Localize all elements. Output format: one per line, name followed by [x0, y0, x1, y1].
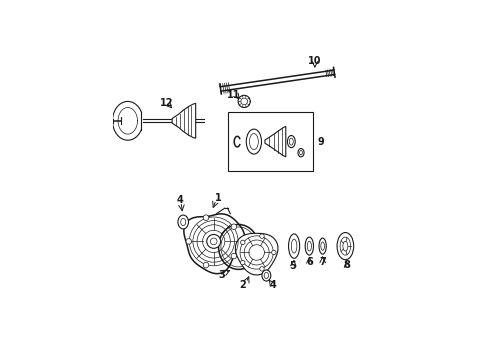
Ellipse shape — [305, 237, 314, 255]
Ellipse shape — [264, 273, 269, 279]
Circle shape — [238, 95, 250, 108]
Text: 5: 5 — [289, 261, 296, 271]
Ellipse shape — [299, 150, 302, 155]
Circle shape — [203, 215, 209, 220]
Circle shape — [207, 234, 220, 248]
Circle shape — [231, 224, 237, 230]
Polygon shape — [235, 233, 278, 275]
Circle shape — [241, 260, 245, 265]
Ellipse shape — [181, 219, 186, 226]
Ellipse shape — [289, 234, 300, 258]
Circle shape — [210, 238, 217, 245]
Text: 2: 2 — [240, 280, 246, 290]
Text: 12: 12 — [160, 98, 173, 108]
Text: 9: 9 — [318, 136, 325, 147]
Ellipse shape — [246, 129, 262, 154]
Ellipse shape — [298, 149, 304, 157]
Polygon shape — [184, 214, 245, 274]
Bar — [227, 112, 314, 171]
Ellipse shape — [319, 238, 326, 254]
Text: 11: 11 — [227, 90, 241, 100]
Ellipse shape — [337, 233, 354, 260]
Text: 4: 4 — [270, 280, 276, 290]
Ellipse shape — [340, 237, 351, 255]
Circle shape — [260, 234, 264, 238]
Ellipse shape — [290, 138, 293, 145]
Polygon shape — [265, 126, 286, 157]
Text: 10: 10 — [308, 56, 321, 66]
Circle shape — [186, 239, 192, 244]
Text: 3: 3 — [219, 270, 225, 280]
Ellipse shape — [307, 241, 312, 251]
Ellipse shape — [178, 215, 189, 229]
Circle shape — [260, 267, 264, 271]
Ellipse shape — [343, 241, 348, 251]
Circle shape — [271, 250, 276, 255]
Ellipse shape — [321, 242, 324, 250]
Text: 6: 6 — [306, 257, 313, 267]
Polygon shape — [172, 103, 196, 138]
Ellipse shape — [262, 270, 271, 281]
Ellipse shape — [249, 134, 258, 150]
Text: 1: 1 — [215, 193, 221, 203]
Ellipse shape — [292, 239, 297, 253]
Circle shape — [203, 262, 209, 268]
Ellipse shape — [288, 135, 295, 148]
Circle shape — [241, 98, 247, 105]
Circle shape — [241, 240, 245, 244]
Text: 7: 7 — [319, 257, 326, 267]
Circle shape — [231, 253, 237, 259]
Text: 4: 4 — [177, 195, 184, 205]
Text: 8: 8 — [343, 260, 350, 270]
